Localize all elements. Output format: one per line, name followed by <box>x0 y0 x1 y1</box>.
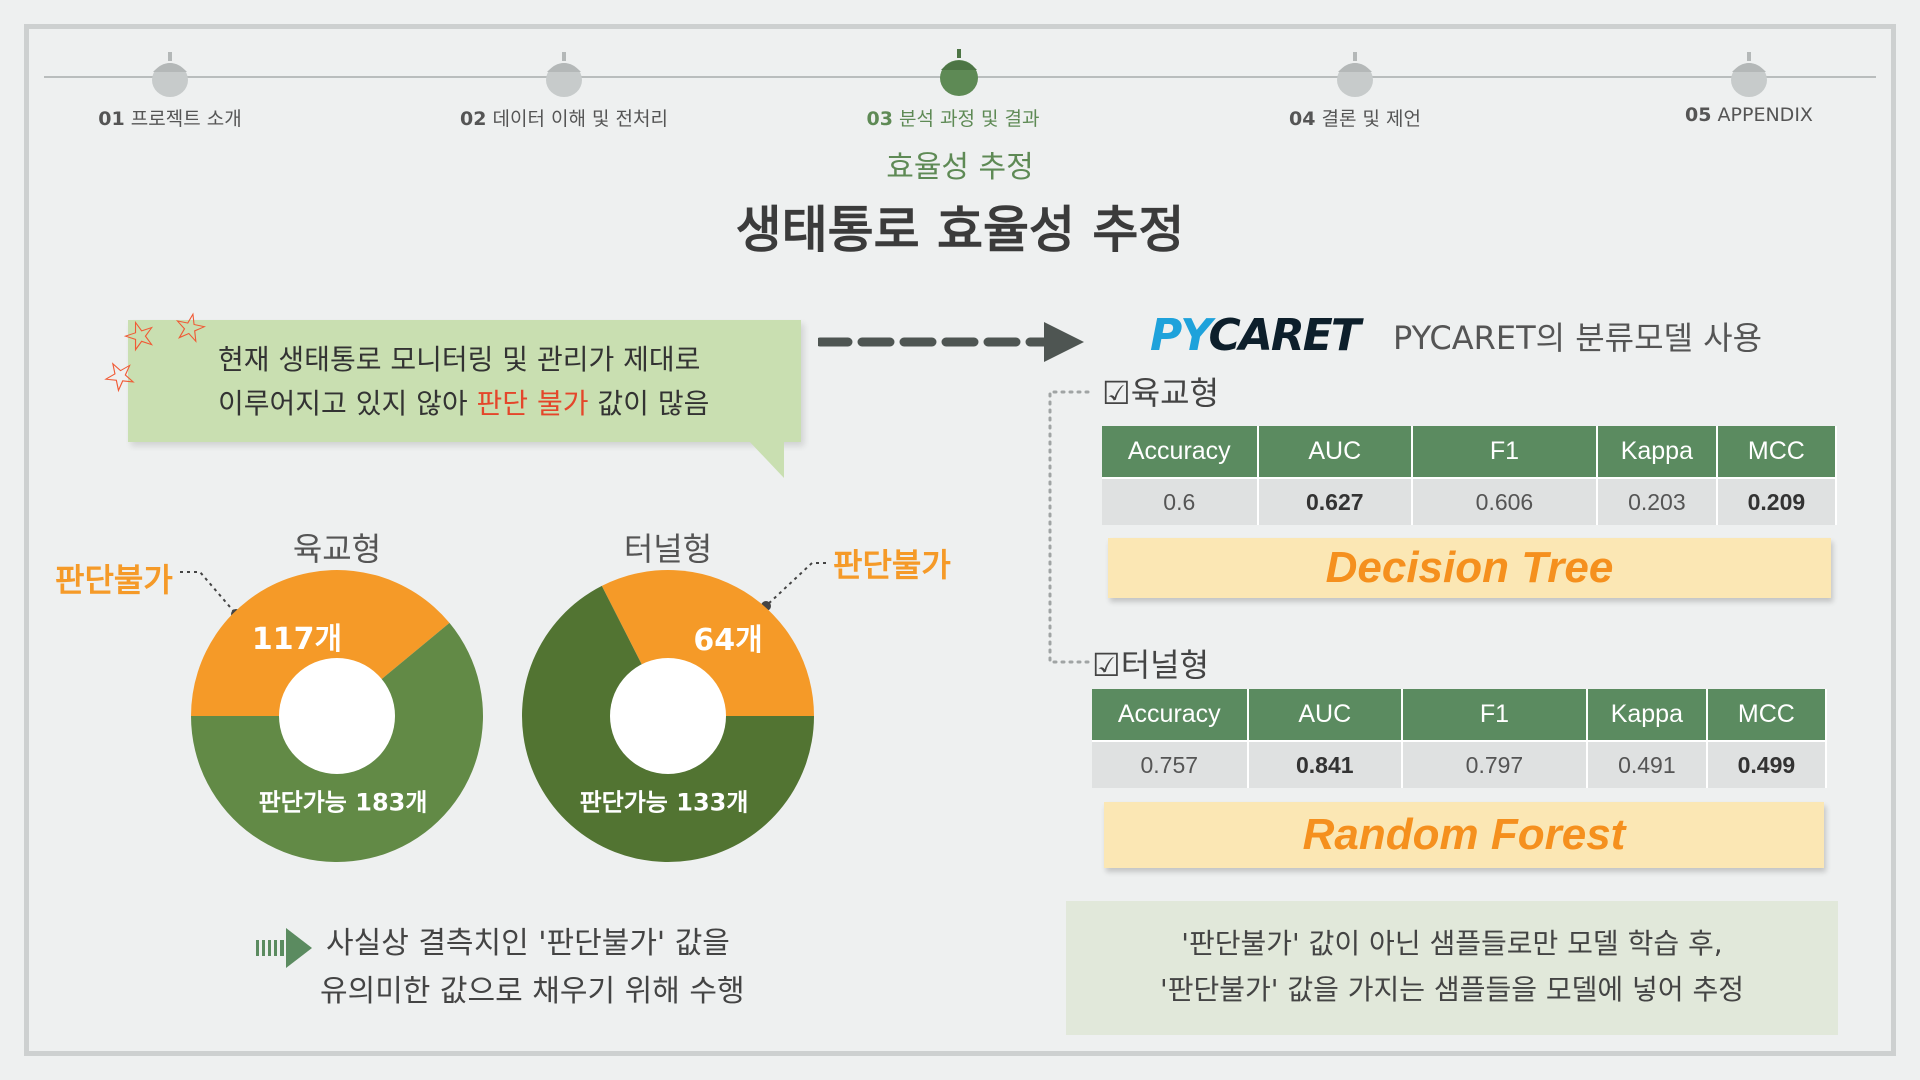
table-cell: 0.209 <box>1716 477 1838 525</box>
table-cell: 0.499 <box>1706 740 1828 788</box>
process-note-line-2: '판단불가' 값을 가지는 샘플들을 모델에 넣어 추정 <box>1160 973 1744 1006</box>
table-cell: 0.203 <box>1596 477 1718 525</box>
known-label-overpass: 판단가능 183개 <box>258 788 428 817</box>
page-title: 생태통로 효율성 추정 <box>735 201 1185 259</box>
table-header: Kappa <box>1586 689 1708 741</box>
table-header: MCC <box>1716 426 1838 478</box>
table-row: 0.757 0.841 0.797 0.491 0.499 <box>1092 740 1828 788</box>
table-cell: 0.797 <box>1401 740 1588 788</box>
nav-step-1[interactable]: 01 프로젝트 소개 <box>98 108 242 130</box>
table-cell: 0.757 <box>1092 740 1249 788</box>
method-note-line-2: 유의미한 값으로 채우기 위해 수행 <box>320 974 745 1009</box>
donut-hole <box>610 658 726 774</box>
section-label-overpass: ☑육교형 <box>1102 374 1220 412</box>
table-header-row: Accuracy AUC F1 Kappa MCC <box>1092 689 1828 741</box>
table-cell: 0.6 <box>1102 477 1259 525</box>
acorn-icon[interactable] <box>1332 50 1378 98</box>
sticky-note: 현재 생태통로 모니터링 및 관리가 제대로 이루어지고 있지 않아 판단 불가… <box>128 320 801 442</box>
nav-step-2[interactable]: 02 데이터 이해 및 전처리 <box>460 108 668 130</box>
donut-hole <box>279 658 395 774</box>
acorn-icon[interactable] <box>147 50 193 98</box>
note-highlight: 판단 불가 <box>476 387 589 420</box>
section-label-tunnel: ☑터널형 <box>1092 646 1210 684</box>
nav-step-4[interactable]: 04 결론 및 제언 <box>1289 108 1421 130</box>
unknown-value-tunnel: 64개 <box>693 623 763 658</box>
acorn-icon-active[interactable] <box>936 48 982 96</box>
metrics-table-tunnel: Accuracy AUC F1 Kappa MCC 0.757 0.841 0.… <box>1092 689 1828 788</box>
table-header: MCC <box>1706 689 1828 741</box>
process-note-line-1: '판단불가' 값이 아닌 샘플들로만 모델 학습 후, <box>1181 927 1723 960</box>
metrics-table-overpass: Accuracy AUC F1 Kappa MCC 0.6 0.627 0.60… <box>1102 426 1838 525</box>
note-tail <box>748 440 784 478</box>
unknown-label-overpass: 판단불가 <box>55 561 173 599</box>
unknown-label-tunnel: 판단불가 <box>833 546 951 584</box>
unknown-value-overpass: 117개 <box>251 622 343 657</box>
method-note: 사실상 결측치인 '판단불가' 값을 유의미한 값으로 채우기 위해 수행 <box>320 920 745 1016</box>
nav-step-5[interactable]: 05 APPENDIX <box>1685 104 1813 126</box>
table-header: AUC <box>1257 426 1413 478</box>
table-header: AUC <box>1247 689 1403 741</box>
table-header: Accuracy <box>1092 689 1249 741</box>
dotted-connector <box>1048 390 1090 664</box>
pycaret-logo: PYCARET <box>1150 310 1361 361</box>
section-subtitle: 효율성 추정 <box>886 150 1034 185</box>
table-header: F1 <box>1401 689 1588 741</box>
process-note: '판단불가' 값이 아닌 샘플들로만 모델 학습 후, '판단불가' 값을 가지… <box>1066 901 1838 1035</box>
table-cell: 0.627 <box>1257 477 1413 525</box>
striped-arrow-icon <box>256 928 312 968</box>
known-label-tunnel: 판단가능 133개 <box>579 788 749 817</box>
donut-title-overpass: 육교형 <box>292 530 382 568</box>
note-line-2: 이루어지고 있지 않아 판단 불가 값이 많음 <box>218 387 710 420</box>
donut-slice-unknown <box>191 570 450 716</box>
table-row: 0.6 0.627 0.606 0.203 0.209 <box>1102 477 1838 525</box>
table-header-row: Accuracy AUC F1 Kappa MCC <box>1102 426 1838 478</box>
table-cell: 0.491 <box>1586 740 1708 788</box>
note-line-1: 현재 생태통로 모니터링 및 관리가 제대로 <box>218 343 701 376</box>
donut-title-tunnel: 터널형 <box>623 530 713 568</box>
model-box-decision-tree: Decision Tree <box>1108 538 1831 598</box>
note-text: 현재 생태통로 모니터링 및 관리가 제대로 이루어지고 있지 않아 판단 불가… <box>218 338 709 426</box>
nav-step-3[interactable]: 03 분석 과정 및 결과 <box>866 108 1040 130</box>
model-box-random-forest: Random Forest <box>1104 802 1824 868</box>
dashed-arrow-icon <box>818 322 1084 362</box>
table-cell: 0.841 <box>1247 740 1403 788</box>
slide-frame <box>24 24 1896 1056</box>
table-header: Accuracy <box>1102 426 1259 478</box>
table-header: Kappa <box>1596 426 1718 478</box>
pycaret-text: PYCARET의 분류모델 사용 <box>1393 319 1763 357</box>
table-cell: 0.606 <box>1411 477 1598 525</box>
table-header: F1 <box>1411 426 1598 478</box>
method-note-line-1: 사실상 결측치인 '판단불가' 값을 <box>326 926 730 961</box>
acorn-icon[interactable] <box>541 50 587 98</box>
acorn-icon[interactable] <box>1726 50 1772 98</box>
